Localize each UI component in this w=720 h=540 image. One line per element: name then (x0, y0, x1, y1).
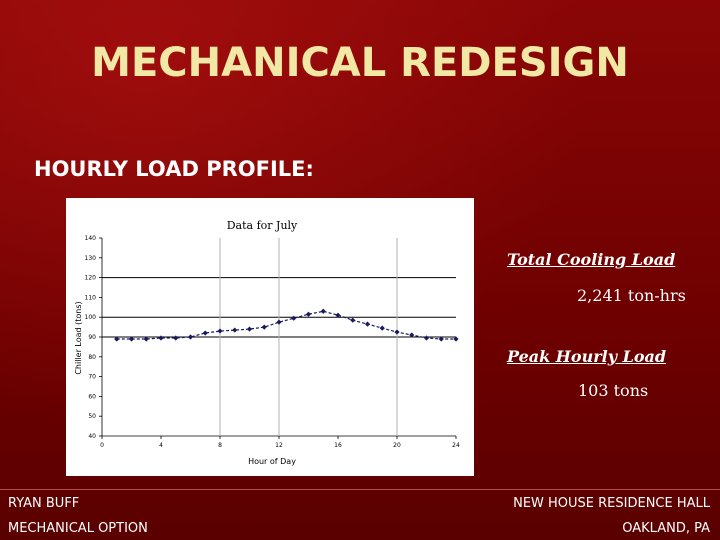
data-point-hour-6 (187, 334, 194, 340)
total-cooling-load-heading: Total Cooling Load (507, 250, 676, 269)
y-axis-label: Chiller Load (tons) (74, 301, 83, 374)
data-point-hour-10 (246, 326, 253, 332)
footer-location: OAKLAND, PA (622, 521, 710, 536)
x-tick-label-12: 12 (275, 442, 283, 449)
data-point-hour-15 (320, 308, 326, 314)
footer-project: NEW HOUSE RESIDENCE HALL (513, 496, 710, 511)
y-tick-label-120: 120 (85, 275, 97, 282)
data-point-hour-20 (394, 329, 400, 335)
data-point-hour-11 (261, 324, 267, 330)
data-point-hour-8 (217, 328, 223, 334)
x-tick-label-24: 24 (452, 442, 460, 449)
y-tick-label-60: 60 (88, 393, 96, 400)
data-point-hour-18 (364, 321, 371, 327)
peak-hourly-load-value: 103 tons (578, 381, 649, 400)
data-point-hour-22 (423, 335, 430, 341)
peak-hourly-load-heading: Peak Hourly Load (507, 347, 667, 366)
x-tick-label-16: 16 (334, 442, 342, 449)
footer-divider (0, 489, 720, 490)
footer-option: MECHANICAL OPTION (8, 521, 148, 536)
y-tick-label-100: 100 (85, 314, 97, 321)
total-cooling-load-value: 2,241 ton-hrs (577, 286, 686, 305)
chart-panel: Data for July Chiller Load (tons) Hour o… (66, 198, 474, 476)
slide-title: MECHANICAL REDESIGN (91, 40, 629, 86)
x-tick-label-0: 0 (100, 442, 104, 449)
footer-author: RYAN BUFF (8, 496, 80, 511)
data-point-hour-13 (291, 315, 297, 321)
data-point-hour-7 (202, 330, 208, 336)
data-point-hour-17 (350, 317, 356, 323)
load-profile-chart: Data for July Chiller Load (tons) Hour o… (74, 219, 460, 466)
y-tick-label-50: 50 (88, 413, 96, 420)
data-point-hour-14 (305, 311, 312, 317)
y-tick-label-140: 140 (85, 235, 97, 242)
data-point-hour-4 (158, 335, 164, 341)
x-tick-label-4: 4 (159, 442, 163, 449)
y-tick-label-80: 80 (88, 354, 96, 361)
y-tick-label-70: 70 (88, 374, 96, 381)
data-point-hour-5 (173, 335, 179, 341)
series-line-0 (116, 310, 456, 340)
x-tick-label-20: 20 (393, 442, 401, 449)
data-point-hour-19 (379, 325, 385, 331)
slide-subtitle: HOURLY LOAD PROFILE: (34, 157, 314, 181)
data-point-hour-12 (276, 319, 282, 325)
y-tick-label-90: 90 (88, 334, 96, 341)
x-tick-label-8: 8 (218, 442, 222, 449)
x-axis-label: Hour of Day (248, 457, 296, 466)
chart-title: Data for July (227, 219, 298, 232)
data-point-hour-9 (232, 327, 238, 333)
y-tick-label-130: 130 (85, 255, 97, 262)
y-tick-label-40: 40 (88, 433, 96, 440)
y-tick-label-110: 110 (85, 294, 97, 301)
